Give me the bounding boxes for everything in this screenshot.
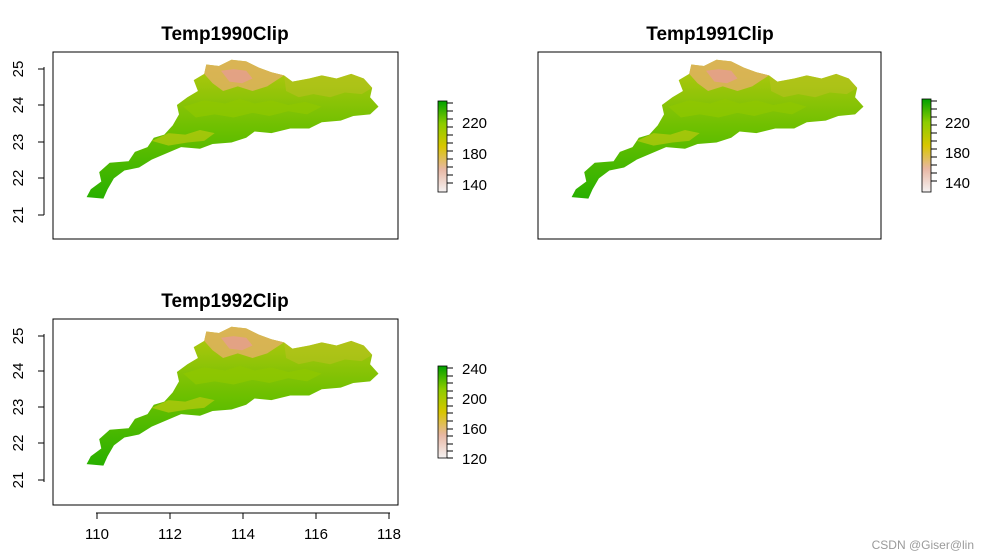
legend-label: 160: [462, 421, 487, 438]
y-tick-label: 24: [10, 363, 27, 380]
y-tick-label: 22: [10, 435, 27, 452]
panel-temp1990: Temp1990Clip 21 22 23 24 25: [10, 24, 487, 240]
legend-label: 140: [462, 177, 487, 194]
color-legend: 140 180 220: [437, 100, 487, 194]
y-axis: 21 22 23 24 25: [10, 328, 45, 489]
legend-label: 120: [462, 451, 487, 468]
y-tick-label: 22: [10, 170, 27, 187]
x-tick-label: 114: [231, 526, 255, 543]
color-legend: 140 180 220: [921, 98, 970, 193]
y-tick-label: 23: [10, 399, 27, 416]
x-tick-label: 112: [158, 526, 182, 543]
legend-label: 180: [945, 145, 970, 162]
plot-frame: [52, 318, 399, 506]
raster-map: [571, 59, 864, 199]
panel-temp1992: Temp1992Clip 21 22 23 24 25 110 112 114: [10, 291, 487, 543]
raster-map: [86, 326, 379, 466]
y-tick-label: 21: [10, 207, 27, 224]
y-axis: 21 22 23 24 25: [10, 61, 45, 224]
x-tick-label: 118: [377, 526, 401, 543]
x-tick-label: 116: [304, 526, 328, 543]
color-legend: 120 160 200 240: [437, 361, 487, 468]
panel-temp1991: Temp1991Clip 140 180 220: [537, 24, 970, 240]
panel-title: Temp1991Clip: [646, 24, 773, 45]
legend-label: 220: [945, 115, 970, 132]
legend-bar: [437, 100, 448, 193]
y-tick-label: 21: [10, 472, 27, 489]
plot-frame: [52, 51, 399, 240]
panel-title: Temp1992Clip: [161, 291, 288, 312]
panel-title: Temp1990Clip: [161, 24, 288, 45]
legend-label: 140: [945, 175, 970, 192]
raster-map: [86, 59, 379, 199]
legend-bar: [921, 98, 932, 193]
y-tick-label: 25: [10, 61, 27, 78]
watermark: CSDN @Giser@lin: [871, 538, 974, 552]
legend-label: 180: [462, 146, 487, 163]
legend-label: 240: [462, 361, 487, 378]
y-tick-label: 24: [10, 97, 27, 114]
x-tick-label: 110: [85, 526, 109, 543]
x-axis: 110 112 114 116 118: [85, 512, 401, 543]
legend-bar: [437, 365, 448, 459]
legend-label: 200: [462, 391, 487, 408]
plot-frame: [537, 51, 882, 240]
y-tick-label: 25: [10, 328, 27, 345]
y-tick-label: 23: [10, 134, 27, 151]
legend-label: 220: [462, 115, 487, 132]
